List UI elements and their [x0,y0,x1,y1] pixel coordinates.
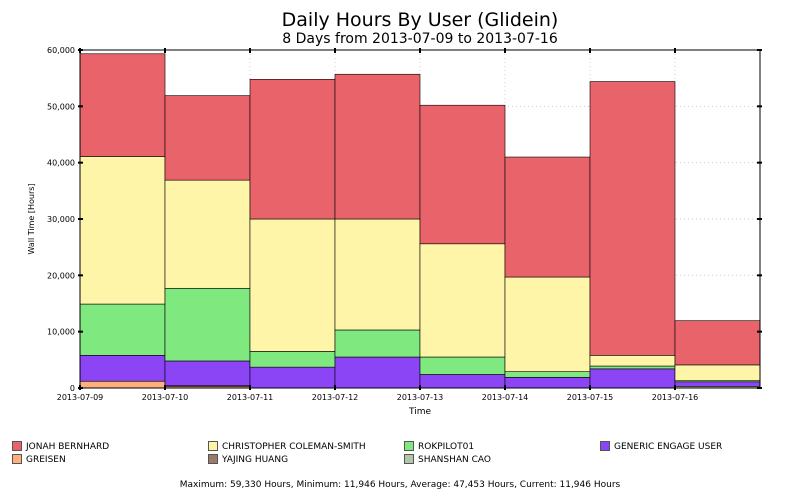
bar-segment-rokpilot01 [334,329,421,358]
x-tick-label: 2013-07-12 [312,393,359,402]
bar-segment-generic-engage-user [504,376,591,389]
legend-item: ROKPILOT01 [404,440,475,453]
y-tick-label: 50,000 [47,102,75,111]
legend-swatch [208,440,218,451]
bar-segment-jonah-bernhard [504,156,591,278]
bar-segment-christopher-coleman-smith [419,243,506,358]
legend-swatch [12,453,22,464]
legend-label: JONAH BERNHARD [26,442,110,452]
legend-label: GENERIC ENGAGE USER [614,442,723,452]
legend-label: YAJING HUANG [222,455,289,465]
legend-label: GREISEN [26,455,66,465]
bar-segment-rokpilot01 [419,356,506,375]
x-tick-label: 2013-07-10 [142,393,189,402]
y-tick-label: 60,000 [47,46,75,55]
legend-swatch [208,453,218,464]
x-tick-label: 2013-07-15 [567,393,614,402]
bar-segment-generic-engage-user [334,356,421,389]
bar-segment-rokpilot01 [249,351,336,368]
bar-segment-jonah-bernhard [674,320,761,366]
chart-title: Daily Hours By User (Glidein) [281,9,559,31]
bar-segment-jonah-bernhard [419,104,506,245]
legend-item: GENERIC ENGAGE USER [600,440,723,453]
x-tick-label: 2013-07-13 [397,393,444,402]
bar-segment-generic-engage-user [249,366,336,389]
bar-segment-greisen [79,380,166,389]
legend-swatch [404,440,414,451]
legend-item: GREISEN [12,453,66,466]
legend-swatch [404,453,414,464]
legend-label: ROKPILOT01 [418,442,475,452]
y-tick-label: 0 [70,384,75,393]
y-tick-label: 10,000 [47,328,75,337]
bar-segment-christopher-coleman-smith [164,179,251,289]
legend-item: JONAH BERNHARD [12,440,110,453]
bar-segment-rokpilot01 [164,287,251,362]
x-tick-label: 2013-07-14 [482,393,529,402]
bar-segment-rokpilot01 [79,303,166,356]
y-tick-label: 20,000 [47,271,75,280]
y-axis-label: Wall Time [Hours] [27,183,36,254]
legend-label: SHANSHAN CAO [418,455,491,465]
legend-item: SHANSHAN CAO [404,453,491,466]
legend-swatch [12,440,22,451]
bar-segment-generic-engage-user [419,374,506,389]
y-tick-label: 40,000 [47,159,75,168]
legend-label: CHRISTOPHER COLEMAN-SMITH [222,442,366,452]
bar-segment-jonah-bernhard [589,81,676,356]
x-tick-label: 2013-07-09 [57,393,104,402]
bar-segment-generic-engage-user [589,368,676,389]
legend-item: CHRISTOPHER COLEMAN-SMITH [208,440,366,453]
bar-segment-rokpilot01 [589,365,676,370]
bar-segment-christopher-coleman-smith [674,364,761,381]
bar-segment-jonah-bernhard [249,78,336,220]
x-tick-label: 2013-07-16 [652,393,699,402]
bar-segment-jonah-bernhard [334,73,421,220]
x-axis-label: Time [408,407,431,417]
summary-footer: Maximum: 59,330 Hours, Minimum: 11,946 H… [179,480,621,490]
chart-subtitle: 8 Days from 2013-07-09 to 2013-07-16 [282,31,558,47]
legend-item: YAJING HUANG [208,453,289,466]
bar-segment-christopher-coleman-smith [589,355,676,367]
bar-segment-generic-engage-user [79,355,166,382]
legend-swatch [600,440,610,451]
x-tick-label: 2013-07-11 [227,393,274,402]
bar-segment-christopher-coleman-smith [504,276,591,372]
bar-segment-christopher-coleman-smith [334,218,421,331]
bar-segment-christopher-coleman-smith [249,218,336,352]
bar-segment-jonah-bernhard [164,95,251,181]
chart-plot: 0 10,000 20,000 30,000 40,000 50,000 60,000 201… [27,46,762,417]
bar-segment-generic-engage-user [674,381,761,387]
bar-segment-rokpilot01 [504,371,591,378]
y-tick-label: 30,000 [47,215,75,224]
bar-segment-generic-engage-user [164,360,251,387]
bars [79,53,761,389]
bar-segment-christopher-coleman-smith [79,156,166,305]
bar-segment-jonah-bernhard [79,53,166,157]
ticks: 0 10,000 20,000 30,000 40,000 50,000 60,000 201… [47,46,762,402]
